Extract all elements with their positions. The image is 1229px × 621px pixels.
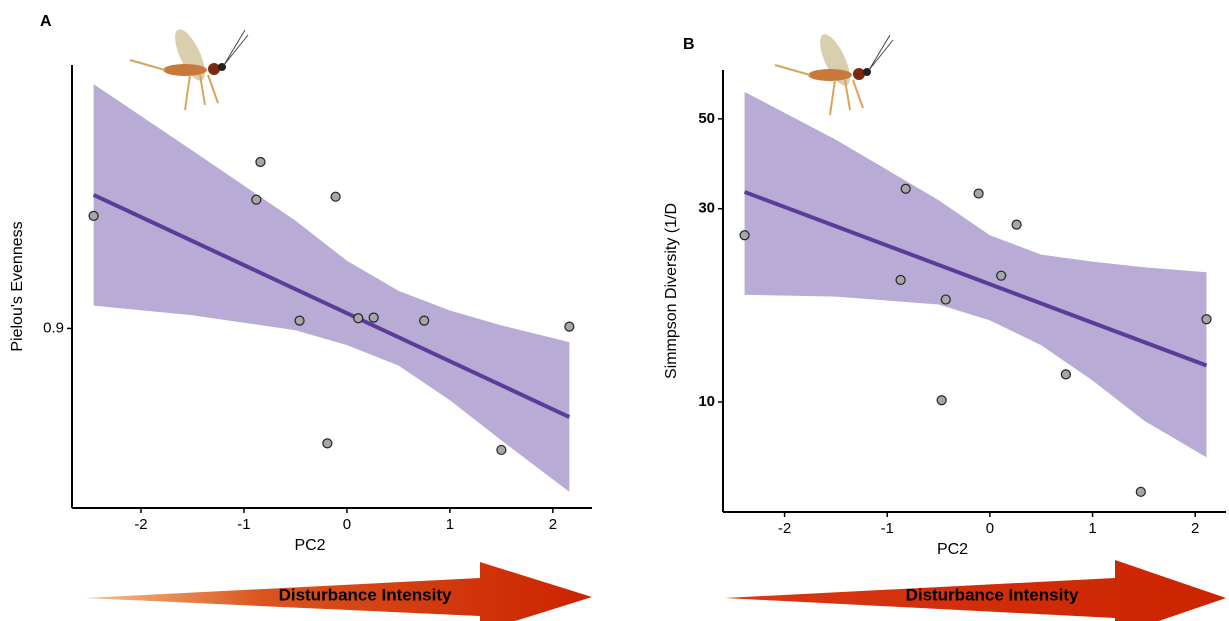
confidence-band (744, 91, 1207, 458)
x-tick-label: 1 (1088, 520, 1096, 537)
y-tick-label: 10 (698, 393, 715, 410)
annotation: Disturbance Intensity (279, 585, 452, 604)
x-tick-label: 0 (343, 516, 351, 533)
point (294, 315, 305, 326)
x-tick-label: -1 (237, 516, 250, 533)
point (1011, 219, 1022, 230)
point (496, 444, 507, 456)
arrow (725, 560, 1226, 621)
point (564, 321, 575, 332)
point (936, 395, 947, 406)
point (322, 438, 333, 449)
point (900, 183, 911, 194)
x-tick-label: -2 (778, 520, 791, 537)
confidence-band (93, 84, 570, 492)
point (353, 313, 364, 324)
point (419, 315, 430, 326)
point (330, 191, 341, 202)
y-tick-label: 0.9 (43, 319, 64, 336)
point (255, 156, 266, 168)
point (940, 294, 951, 305)
point (368, 312, 379, 323)
x-tick-label: 2 (549, 516, 557, 533)
point (895, 274, 906, 286)
x-tick-label: 0 (986, 520, 994, 537)
panel-label: A (40, 13, 52, 30)
point (996, 270, 1007, 281)
y-tick-label: 30 (698, 200, 715, 217)
point (88, 210, 99, 221)
wasp-icon (774, 34, 894, 116)
x-axis-title: PC2 (937, 541, 968, 558)
x-tick-label: -2 (134, 516, 147, 533)
point (973, 188, 984, 199)
x-tick-label: 1 (446, 516, 454, 533)
x-axis-title: PC2 (294, 537, 325, 554)
fit-line (743, 190, 1208, 368)
point (1135, 486, 1146, 497)
wasp-icon (129, 29, 249, 111)
y-axis-title: Simmpson Diversity (1/D (663, 203, 680, 379)
x-tick-label: -1 (881, 520, 894, 537)
x-tick-label: 2 (1191, 520, 1199, 537)
point (1201, 314, 1212, 325)
panel-label: B (683, 36, 695, 53)
arrow (85, 562, 592, 621)
y-tick-label: 50 (698, 110, 715, 127)
fit-line (92, 193, 571, 419)
annotation: Disturbance Intensity (906, 585, 1079, 604)
point (739, 230, 750, 241)
point (1060, 369, 1071, 380)
y-axis-title: Pielou's Evenness (9, 221, 26, 351)
point (251, 194, 262, 205)
